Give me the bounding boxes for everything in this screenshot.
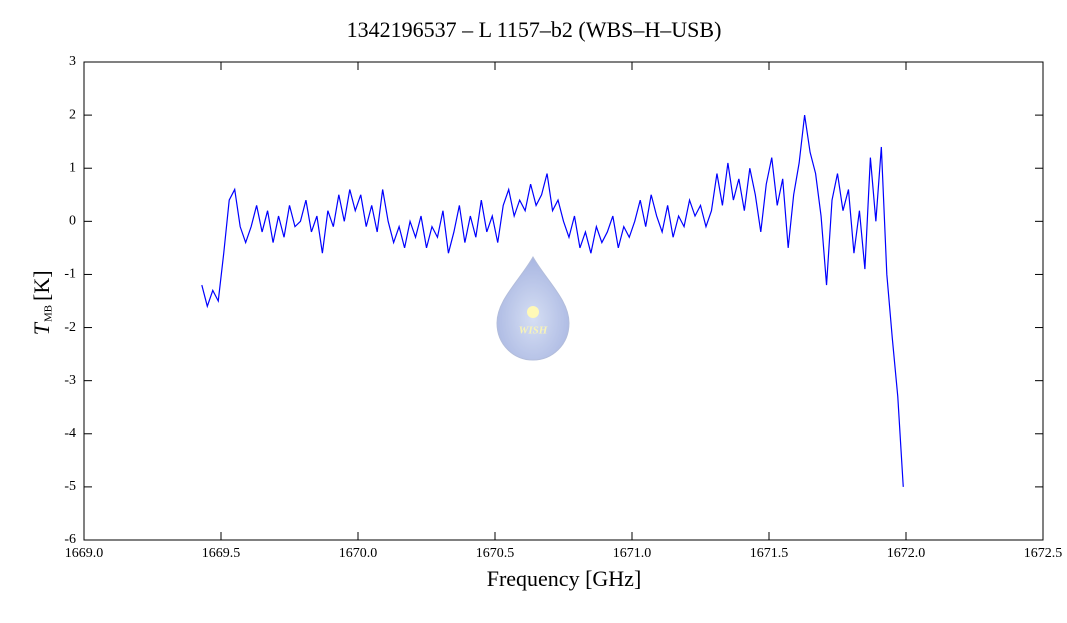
x-tick-label: 1672.5 bbox=[1024, 546, 1063, 561]
x-tick-label: 1671.5 bbox=[750, 546, 789, 561]
watermark-text: WISH bbox=[519, 325, 548, 337]
watermark-logo: WISH bbox=[496, 255, 570, 361]
x-axis-label: Frequency [GHz] bbox=[487, 566, 642, 591]
y-tick-label: 1 bbox=[69, 160, 76, 175]
y-tick-label: -5 bbox=[64, 479, 76, 494]
x-tick-label: 1672.0 bbox=[887, 546, 926, 561]
plot-frame bbox=[83, 61, 1044, 541]
y-tick-label: -2 bbox=[64, 320, 76, 335]
chart-title: 1342196537 – L 1157–b2 (WBS–H–USB) bbox=[347, 17, 722, 42]
y-label-subscript: MB bbox=[43, 305, 55, 322]
x-tick-label: 1670.5 bbox=[476, 546, 515, 561]
y-tick-label: -4 bbox=[64, 426, 76, 441]
y-tick-label: 0 bbox=[69, 214, 76, 229]
x-tick-label: 1671.0 bbox=[613, 546, 652, 561]
y-tick-label: -3 bbox=[64, 373, 76, 388]
y-tick-label: -1 bbox=[64, 267, 76, 282]
x-tick-label: 1669.0 bbox=[65, 546, 104, 561]
x-tick-label: 1669.5 bbox=[202, 546, 241, 561]
spectrum-line bbox=[201, 115, 904, 487]
y-label-symbol: T bbox=[29, 321, 54, 335]
x-tick-label: 1670.0 bbox=[339, 546, 378, 561]
y-tick-label: -6 bbox=[64, 532, 76, 547]
y-tick-label: 3 bbox=[69, 54, 76, 69]
y-tick-label: 2 bbox=[69, 107, 76, 122]
y-label-unit: [K] bbox=[29, 270, 54, 301]
y-axis-label: T MB [K] bbox=[29, 270, 54, 335]
